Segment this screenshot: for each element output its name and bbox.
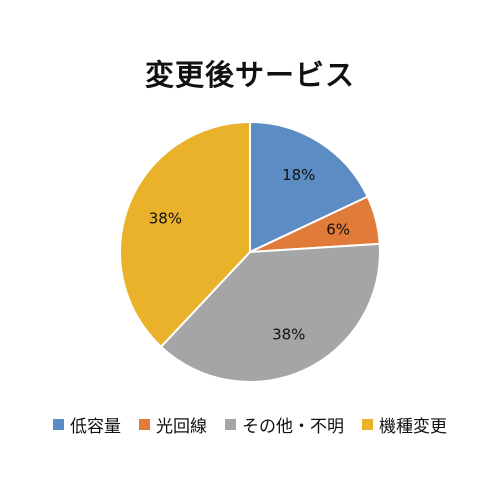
legend-swatch bbox=[362, 419, 373, 430]
slice-other-unknown bbox=[159, 242, 381, 383]
legend-swatch bbox=[53, 419, 64, 430]
chart-title: 変更後サービス bbox=[144, 58, 355, 92]
legend-label: その他・不明 bbox=[242, 417, 344, 437]
slice-data-label: 38% bbox=[149, 210, 182, 228]
slice-device-change bbox=[119, 120, 251, 349]
legend-swatch bbox=[139, 419, 150, 430]
slice-low-capacity bbox=[249, 120, 369, 254]
legend-item-other-unknown: その他・不明 bbox=[225, 412, 344, 437]
legend-item-low-capacity: 低容量 bbox=[53, 412, 121, 437]
slice-data-label: 18% bbox=[282, 166, 315, 184]
legend: 低容量 光回線 その他・不明 機種変更 bbox=[0, 412, 500, 437]
legend-label: 機種変更 bbox=[379, 417, 447, 437]
legend-label: 光回線 bbox=[156, 417, 207, 437]
legend-label: 低容量 bbox=[70, 417, 121, 437]
slice-data-label: 6% bbox=[326, 220, 350, 238]
legend-swatch bbox=[225, 419, 236, 430]
slice-data-label: 38% bbox=[272, 325, 305, 343]
legend-item-device-change: 機種変更 bbox=[362, 412, 447, 437]
legend-item-fiber: 光回線 bbox=[139, 412, 207, 437]
